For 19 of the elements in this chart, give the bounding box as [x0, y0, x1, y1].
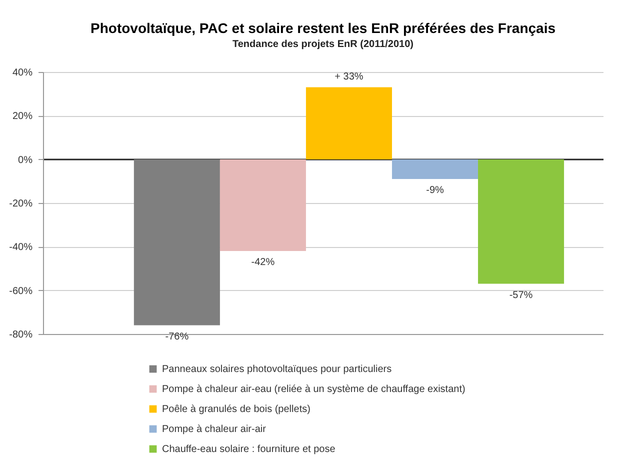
- data-label: -57%: [509, 290, 533, 301]
- legend-label: Poêle à granulés de bois (pellets): [162, 404, 310, 415]
- y-tick-label: 40%: [12, 68, 33, 78]
- chart-subtitle: Tendance des projets EnR (2011/2010): [232, 39, 414, 50]
- y-tick-label: -80%: [9, 330, 33, 340]
- chart-title: Photovoltaïque, PAC et solaire restent les EnR préférées des Français: [90, 20, 556, 36]
- legend-label: Chauffe-eau solaire : fourniture et pose: [162, 444, 336, 455]
- y-tick-label: -20%: [9, 198, 33, 210]
- data-label: -76%: [165, 331, 189, 342]
- legend-label: Pompe à chaleur air-air: [162, 424, 267, 435]
- data-label: -42%: [251, 257, 275, 268]
- y-tick-label: -40%: [9, 242, 33, 254]
- legend-label: Panneaux solaires photovoltaïques pour particuliers: [162, 364, 392, 375]
- y-tick-label: 0%: [18, 154, 33, 166]
- legend-label: Pompe à chaleur air-eau (reliée à un système de chauffage existant): [162, 384, 466, 395]
- y-tick-label: 20%: [12, 111, 33, 122]
- data-label: + 33%: [334, 71, 364, 82]
- y-tick-label: -60%: [9, 286, 33, 297]
- data-label: -9%: [426, 184, 444, 196]
